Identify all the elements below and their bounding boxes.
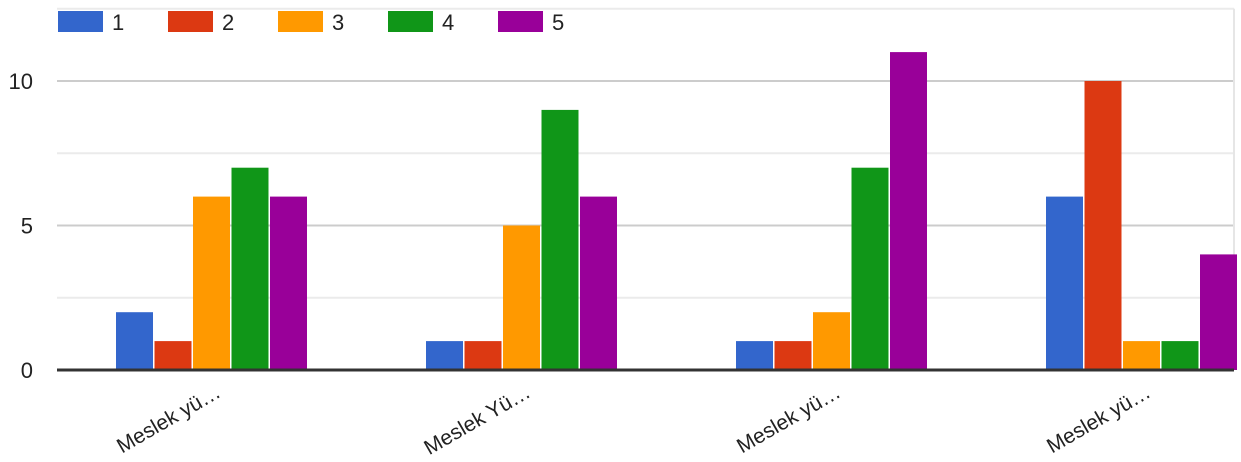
x-axis-category-labels: Meslek yü… Meslek Yü… Meslek yü… Meslek yü… bbox=[113, 380, 1155, 459]
bar-series-1 bbox=[736, 341, 773, 370]
legend-label: 4 bbox=[442, 10, 454, 35]
legend-item-1: 1 bbox=[58, 10, 124, 35]
category-label: Meslek yü… bbox=[733, 380, 845, 458]
y-axis-tick-labels: 0 5 10 bbox=[9, 69, 33, 383]
legend-swatch bbox=[168, 11, 213, 32]
legend-item-4: 4 bbox=[388, 10, 454, 35]
category-label: Meslek yü… bbox=[113, 380, 225, 458]
bar-series-3 bbox=[813, 312, 850, 370]
bar-group bbox=[736, 52, 927, 370]
bar-series-2 bbox=[154, 341, 192, 370]
legend-swatch bbox=[58, 11, 103, 32]
bar-series-4 bbox=[231, 167, 269, 370]
bar-series-5 bbox=[270, 196, 307, 370]
bar-series-5 bbox=[1200, 254, 1237, 370]
legend-item-5: 5 bbox=[498, 10, 564, 35]
bar-series-2 bbox=[774, 341, 812, 370]
bar-series-2 bbox=[1084, 81, 1122, 370]
bar-group bbox=[116, 167, 307, 370]
legend-label: 3 bbox=[332, 10, 344, 35]
legend-item-3: 3 bbox=[278, 10, 344, 35]
bar-group bbox=[426, 109, 617, 371]
legend-label: 2 bbox=[222, 10, 234, 35]
bar-group bbox=[1046, 81, 1237, 370]
legend-label: 5 bbox=[552, 10, 564, 35]
bar-series-3 bbox=[1123, 341, 1160, 370]
legend-swatch bbox=[388, 11, 433, 32]
bar-series-1 bbox=[1046, 196, 1083, 370]
legend-item-2: 2 bbox=[168, 10, 234, 35]
legend: 1 2 3 4 5 bbox=[58, 10, 564, 35]
bar-series-3 bbox=[193, 196, 230, 370]
y-tick-label: 0 bbox=[21, 358, 33, 383]
bar-series-5 bbox=[890, 52, 927, 370]
bar-series-2 bbox=[464, 341, 502, 370]
bar-series-1 bbox=[116, 312, 153, 370]
bar-series-5 bbox=[580, 196, 617, 370]
legend-label: 1 bbox=[112, 10, 124, 35]
y-tick-label: 10 bbox=[9, 69, 33, 94]
y-tick-label: 5 bbox=[21, 214, 33, 239]
bars bbox=[116, 52, 1237, 371]
bar-series-4 bbox=[851, 167, 889, 370]
category-label: Meslek Yü… bbox=[420, 380, 534, 459]
bar-series-1 bbox=[426, 341, 463, 370]
legend-swatch bbox=[498, 11, 543, 32]
bar-series-3 bbox=[503, 225, 540, 370]
category-label: Meslek yü… bbox=[1043, 380, 1155, 458]
legend-swatch bbox=[278, 11, 323, 32]
bar-series-4 bbox=[541, 109, 579, 371]
bar-series-4 bbox=[1161, 341, 1199, 370]
